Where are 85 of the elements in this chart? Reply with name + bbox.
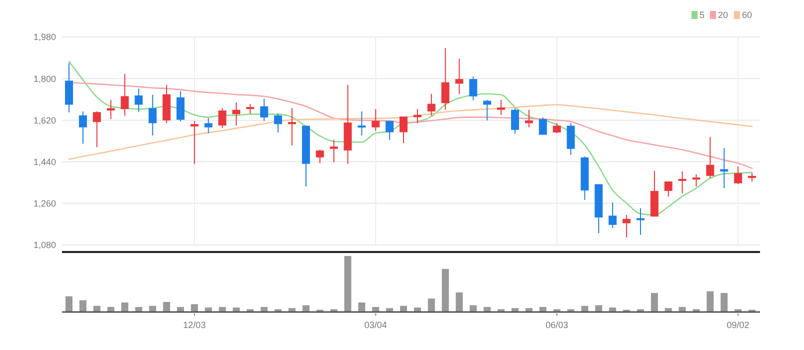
candlestick <box>106 99 115 120</box>
candlestick <box>455 58 464 95</box>
candlestick <box>608 202 617 229</box>
candlestick <box>358 110 366 136</box>
candlestick <box>260 98 268 122</box>
bar <box>442 268 449 312</box>
candlestick <box>566 122 575 156</box>
candlestick <box>636 208 644 236</box>
bar <box>66 296 72 312</box>
candlestick <box>511 108 520 134</box>
bar <box>692 309 700 312</box>
candlestick <box>552 122 561 134</box>
legend-label: 5 <box>700 10 705 20</box>
bar <box>274 309 282 312</box>
candlestick <box>190 120 198 164</box>
candlestick <box>664 180 672 197</box>
line-series <box>68 104 753 160</box>
candlestick <box>386 120 394 140</box>
candlestick <box>497 99 506 116</box>
candlestick <box>148 94 157 136</box>
bar <box>636 309 644 312</box>
y-tick-label: 1,080 <box>33 240 56 250</box>
candlestick <box>204 118 212 134</box>
candlestick <box>734 166 742 184</box>
bar <box>93 306 100 312</box>
candlestick <box>218 108 226 129</box>
y-tick-label: 1,260 <box>33 198 56 209</box>
x-tick-label: 03/04 <box>364 320 387 330</box>
candlestick <box>678 171 686 194</box>
y-tick-label: 1,800 <box>33 74 56 84</box>
bar <box>414 308 421 312</box>
candlestick <box>538 116 547 136</box>
bar <box>400 306 408 312</box>
bar <box>121 302 128 312</box>
legend-label: 20 <box>718 10 728 20</box>
candlestick <box>78 110 87 144</box>
candlestick <box>427 93 436 116</box>
candlestick <box>92 110 101 148</box>
candlestick <box>706 136 714 179</box>
bar <box>720 292 728 312</box>
candlestick <box>720 148 728 189</box>
bar <box>344 256 352 312</box>
bar <box>609 308 616 312</box>
candlestick <box>330 139 338 163</box>
y-tick-label: 1,440 <box>33 156 56 167</box>
line-series <box>68 60 753 216</box>
candlestick <box>524 109 533 128</box>
bar <box>79 300 86 312</box>
bar <box>456 292 463 312</box>
candlestick <box>246 104 254 114</box>
candlestick <box>232 102 240 126</box>
bar <box>246 309 254 312</box>
bar <box>581 306 588 312</box>
bar <box>706 291 714 312</box>
bar <box>204 308 212 312</box>
candlestick <box>469 76 478 101</box>
candlestick <box>692 174 700 188</box>
candlestick <box>372 108 380 132</box>
legend-label: 60 <box>742 10 752 20</box>
bar <box>553 309 560 312</box>
bar <box>330 309 338 312</box>
bar <box>149 306 156 312</box>
bar <box>734 309 742 312</box>
x-tick-label: 06/03 <box>546 320 568 330</box>
bar <box>358 302 366 312</box>
candlestick <box>176 90 185 122</box>
bar <box>232 308 240 312</box>
bar <box>428 298 435 312</box>
y-tick-label: 1,980 <box>33 32 56 42</box>
bar <box>498 309 505 312</box>
candlestick <box>441 48 450 110</box>
candlestick <box>288 108 296 146</box>
bar <box>567 309 574 312</box>
x-tick-label: 09/02 <box>726 320 750 330</box>
bar <box>163 302 170 312</box>
y-tick-label: 1,620 <box>33 115 56 126</box>
candlestick <box>274 113 282 133</box>
candlestick <box>316 149 324 164</box>
x-tick-label: 12/03 <box>183 320 206 330</box>
bar <box>650 292 658 312</box>
candlestick <box>134 88 143 113</box>
bar <box>190 304 198 312</box>
candlestick <box>622 214 631 238</box>
candlestick <box>120 73 129 116</box>
candlestick <box>400 116 408 144</box>
